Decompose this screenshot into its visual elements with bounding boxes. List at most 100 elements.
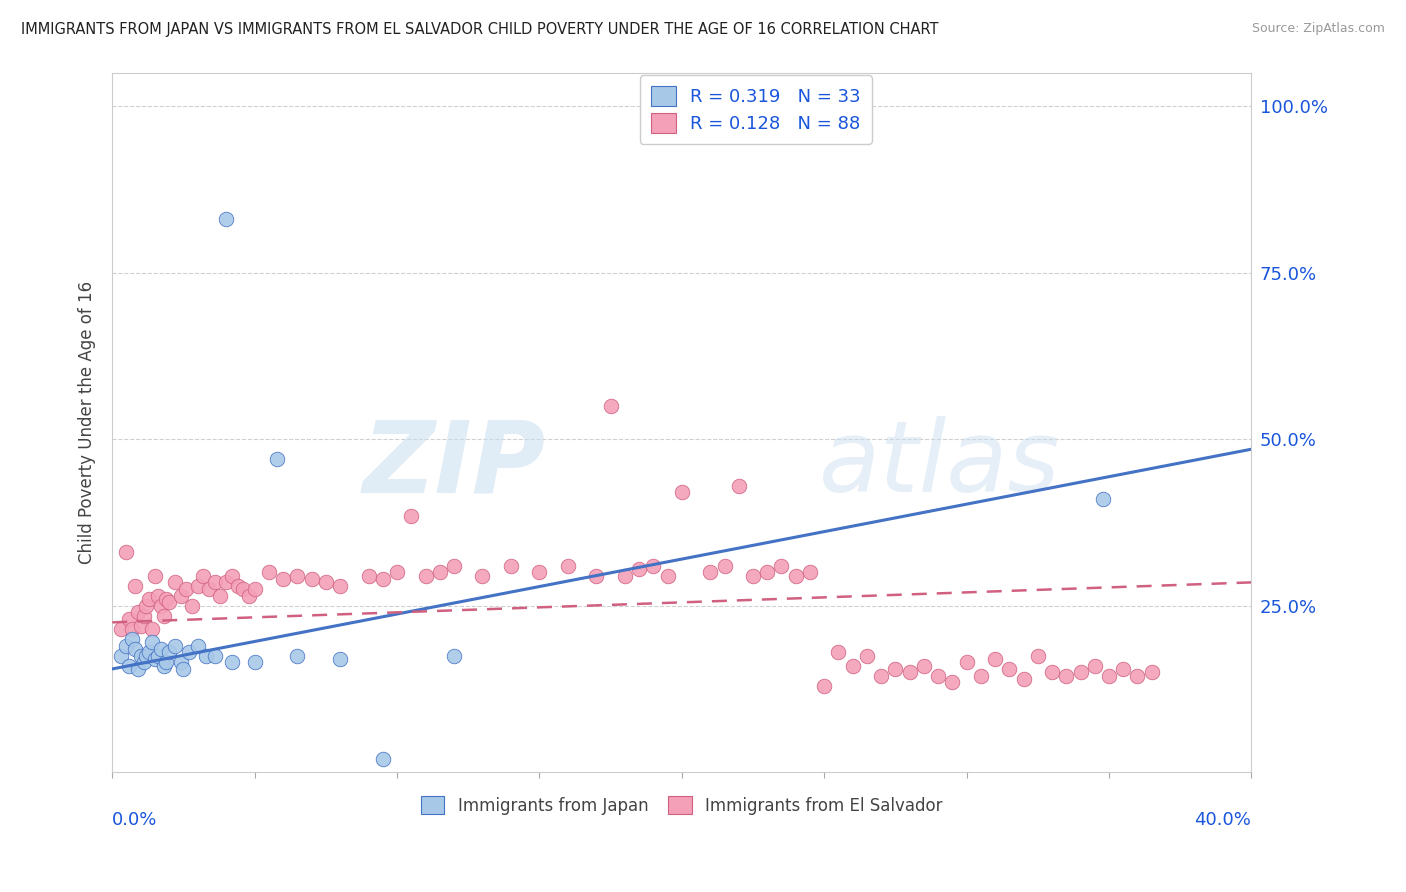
Point [699, 566, 721, 580]
Point [613, 568, 636, 582]
Point [135, 599, 157, 613]
Point [912, 658, 935, 673]
Point [149, 642, 172, 657]
Point [557, 558, 579, 573]
Point [118, 612, 141, 626]
Point [221, 568, 243, 582]
Point [429, 566, 451, 580]
Point [152, 608, 174, 623]
Point [1026, 648, 1049, 663]
Point [266, 452, 288, 467]
Point [671, 485, 693, 500]
Point [169, 655, 191, 669]
Point [742, 568, 765, 582]
Point [115, 545, 138, 559]
Point [141, 622, 163, 636]
Point [329, 579, 352, 593]
Point [785, 568, 807, 582]
Text: ZIP: ZIP [363, 416, 546, 513]
Point [301, 572, 323, 586]
Point [1092, 492, 1115, 507]
Point [132, 608, 155, 623]
Point [179, 645, 201, 659]
Point [115, 639, 138, 653]
Point [1012, 672, 1035, 686]
Point [127, 605, 149, 619]
Point [132, 655, 155, 669]
Point [955, 655, 977, 669]
Point [1140, 665, 1163, 680]
Point [243, 655, 266, 669]
Point [193, 568, 215, 582]
Point [187, 579, 209, 593]
Point [841, 658, 863, 673]
Y-axis label: Child Poverty Under the Age of 16: Child Poverty Under the Age of 16 [79, 281, 96, 564]
Point [118, 658, 141, 673]
Point [1070, 665, 1092, 680]
Point [415, 568, 437, 582]
Point [713, 558, 735, 573]
Point [174, 582, 197, 596]
Point [385, 566, 408, 580]
Point [257, 566, 280, 580]
Point [146, 648, 169, 663]
Point [215, 212, 238, 227]
Point [187, 639, 209, 653]
Point [443, 648, 465, 663]
Point [884, 662, 907, 676]
Point [628, 562, 651, 576]
Point [152, 658, 174, 673]
Point [870, 668, 893, 682]
Text: IMMIGRANTS FROM JAPAN VS IMMIGRANTS FROM EL SALVADOR CHILD POVERTY UNDER THE AGE: IMMIGRANTS FROM JAPAN VS IMMIGRANTS FROM… [21, 22, 939, 37]
Point [209, 589, 232, 603]
Point [198, 582, 221, 596]
Point [271, 572, 294, 586]
Point [927, 668, 949, 682]
Point [970, 668, 993, 682]
Legend: Immigrants from Japan, Immigrants from El Salvador: Immigrants from Japan, Immigrants from E… [413, 788, 950, 823]
Point [643, 558, 665, 573]
Point [204, 648, 226, 663]
Point [371, 572, 394, 586]
Point [238, 589, 260, 603]
Text: 0.0%: 0.0% [112, 811, 157, 829]
Point [357, 568, 380, 582]
Point [898, 665, 921, 680]
Point [181, 599, 204, 613]
Point [827, 645, 849, 659]
Point [770, 558, 793, 573]
Point [172, 662, 194, 676]
Point [146, 589, 169, 603]
Point [157, 645, 180, 659]
Point [138, 592, 160, 607]
Point [124, 579, 146, 593]
Point [129, 648, 152, 663]
Point [110, 622, 132, 636]
Point [143, 652, 166, 666]
Text: atlas: atlas [818, 416, 1060, 513]
Point [998, 662, 1021, 676]
Point [127, 662, 149, 676]
Point [169, 589, 191, 603]
Point [163, 575, 186, 590]
Point [1112, 662, 1135, 676]
Point [315, 575, 337, 590]
Text: 40.0%: 40.0% [1195, 811, 1251, 829]
Point [443, 558, 465, 573]
Point [1098, 668, 1121, 682]
Point [124, 642, 146, 657]
Point [226, 579, 249, 593]
Point [110, 648, 132, 663]
Point [215, 575, 238, 590]
Point [329, 652, 352, 666]
Point [243, 582, 266, 596]
Text: Source: ZipAtlas.com: Source: ZipAtlas.com [1251, 22, 1385, 36]
Point [529, 566, 551, 580]
Point [285, 648, 308, 663]
Point [813, 679, 835, 693]
Point [138, 645, 160, 659]
Point [285, 568, 308, 582]
Point [143, 568, 166, 582]
Point [163, 639, 186, 653]
Point [856, 648, 879, 663]
